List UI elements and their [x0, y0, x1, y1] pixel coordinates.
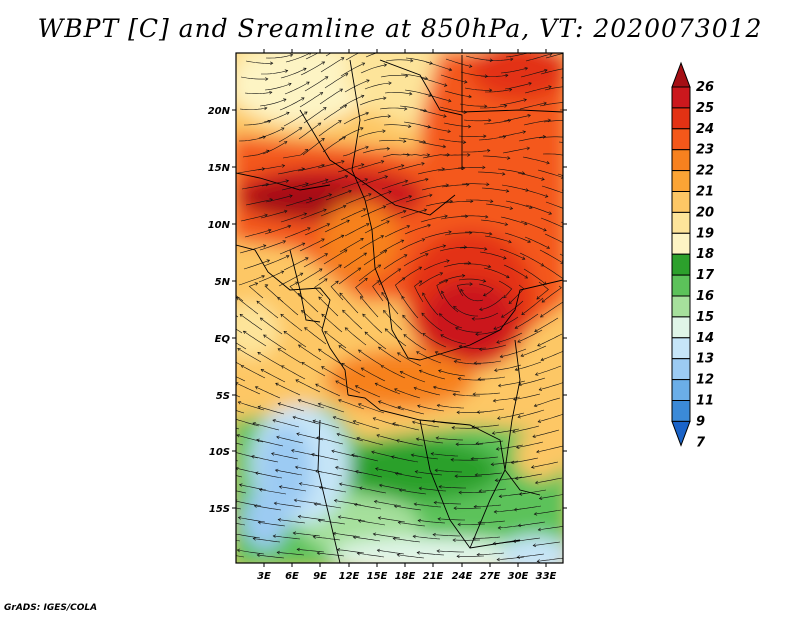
lon-label: 18E [395, 571, 416, 582]
colorbar-swatch [671, 128, 691, 151]
colorbar-label: 16 [696, 289, 714, 304]
streamlines [236, 53, 563, 563]
lat-label: 5S [216, 391, 230, 402]
country-borders [236, 55, 563, 563]
colorbar-swatch [671, 107, 691, 130]
lat-label: 20N [208, 106, 231, 117]
lon-label: 33E [536, 571, 557, 582]
colorbar-swatch [671, 316, 691, 339]
colorbar-label: 26 [696, 80, 714, 95]
lat-label: 15N [208, 163, 231, 174]
colorbar-label: 22 [696, 164, 714, 179]
colorbar-swatch [671, 358, 691, 381]
colorbar-swatch [671, 149, 691, 172]
lon-label: 30E [508, 571, 529, 582]
colorbar-top-arrow [671, 61, 691, 88]
lon-label: 21E [423, 571, 444, 582]
colorbar-label: 15 [696, 310, 714, 325]
colorbar-swatch [671, 253, 691, 276]
colorbar-label: 19 [696, 226, 714, 241]
lon-label: 12E [339, 571, 360, 582]
colorbar-swatch [671, 211, 691, 234]
colorbar-swatch [671, 232, 691, 255]
lon-label: 24E [452, 571, 473, 582]
lon-label: 15E [367, 571, 388, 582]
colorbar-label: 11 [696, 394, 714, 409]
colorbar-swatch [671, 170, 691, 193]
colorbar-label: 18 [696, 247, 714, 262]
colorbar-label: 24 [696, 122, 714, 137]
chart-title: WBPT [C] and Sreamline at 850hPa, VT: 20… [37, 14, 763, 43]
colorbar-swatch [671, 337, 691, 360]
map-frame [235, 52, 564, 564]
lat-label: EQ [215, 334, 231, 345]
lat-label: 10N [208, 220, 231, 231]
lon-label: 9E [313, 571, 327, 582]
colorbar-label: 13 [696, 352, 714, 367]
colorbar-swatch [671, 295, 691, 318]
colorbar-label: 9 [696, 414, 705, 429]
wbpt-shaded-field [236, 53, 563, 563]
lat-label: 5N [215, 277, 231, 288]
colorbar-label: 20 [696, 205, 714, 220]
colorbar-label: 23 [696, 143, 714, 158]
colorbar-label: 25 [696, 101, 714, 116]
colorbar-swatch [671, 400, 691, 422]
grads-credit: GrADS: IGES/COLA [4, 603, 98, 613]
colorbar-label: 17 [696, 268, 715, 283]
lon-label: 3E [257, 571, 271, 582]
colorbar-label: 14 [696, 331, 714, 346]
lon-label: 27E [480, 571, 501, 582]
colorbar-label: 12 [696, 373, 714, 388]
lat-label: 10S [209, 447, 230, 458]
axis-ticks: 20N 15N 10N 5N EQ 5S 10S 15S 3E 6E 9E 12E 15E 18E 21E 2… [208, 49, 567, 582]
colorbar-swatch [671, 86, 691, 109]
colorbar-label: 7 [696, 435, 706, 450]
colorbar-swatch [671, 274, 691, 297]
lat-label: 15S [209, 504, 230, 515]
colorbar-swatch [671, 191, 691, 213]
colorbar-swatch [671, 379, 691, 402]
lon-label: 6E [285, 571, 299, 582]
colorbar-bottom-arrow [671, 420, 691, 447]
colorbar-label: 21 [696, 185, 714, 200]
